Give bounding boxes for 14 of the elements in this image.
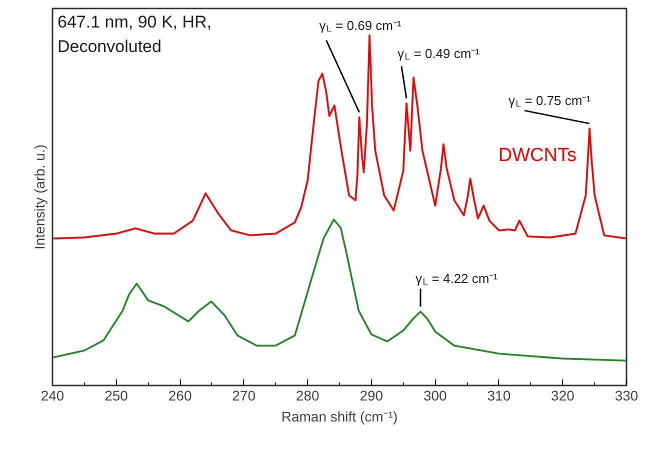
series-label: DWCNTs bbox=[498, 144, 577, 166]
x-tick-label: 250 bbox=[104, 388, 128, 404]
x-tick-label: 300 bbox=[423, 388, 448, 404]
y-axis-title: Intensity (arb. u.) bbox=[32, 144, 48, 250]
x-tick-label: 270 bbox=[232, 388, 256, 404]
x-tick-label: 260 bbox=[168, 388, 192, 404]
x-tick-label: 280 bbox=[296, 388, 320, 404]
x-tick-label: 240 bbox=[40, 388, 64, 404]
x-tick-label: 290 bbox=[360, 388, 384, 404]
annotation: 647.1 nm, 90 K, HR, Deconvoluted bbox=[58, 12, 212, 56]
x-tick-label: 330 bbox=[614, 388, 638, 404]
x-tick-label: 320 bbox=[551, 388, 575, 404]
x-axis-title: Raman shift (cm⁻¹) bbox=[281, 408, 398, 424]
x-tick-label: 310 bbox=[487, 388, 511, 404]
